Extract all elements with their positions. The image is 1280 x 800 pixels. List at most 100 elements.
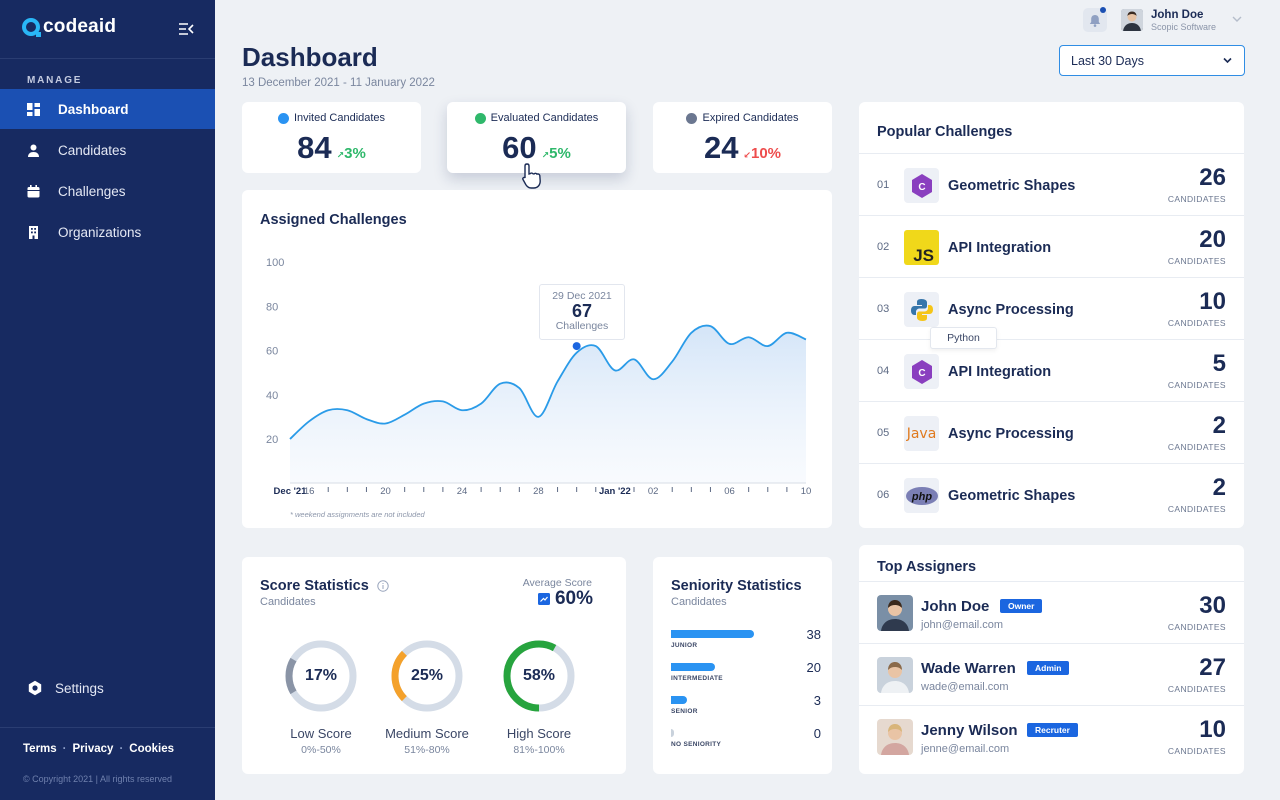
- challenge-row[interactable]: 01 C Geometric Shapes 26 CANDIDATES: [859, 153, 1244, 215]
- date-range: 13 December 2021 - 11 January 2022: [242, 77, 435, 89]
- stat-label: Invited Candidates: [293, 112, 386, 124]
- javascript-logo-icon: JS: [904, 230, 939, 265]
- seniority-value: 0: [813, 726, 821, 741]
- cookies-link[interactable]: Cookies: [129, 743, 175, 755]
- challenge-rank: 04: [877, 365, 890, 377]
- card-subtitle: Candidates: [671, 596, 727, 608]
- mail-icon: [277, 112, 289, 124]
- challenge-count: 10: [1199, 288, 1226, 315]
- trend-down-icon: ↙: [743, 150, 751, 160]
- challenge-name[interactable]: Geometric Shapes: [948, 178, 1076, 194]
- ring-range: 51%-80%: [404, 744, 450, 756]
- score-ring[interactable]: 58%: [503, 640, 575, 712]
- challenge-name[interactable]: Async Processing: [948, 426, 1074, 442]
- bell-icon: [1089, 14, 1101, 27]
- challenge-row[interactable]: 02 JS API Integration 20 CANDIDATES: [859, 215, 1244, 277]
- notifications-button[interactable]: [1083, 7, 1107, 32]
- assigner-name[interactable]: John Doe: [921, 598, 990, 615]
- chevron-down-icon[interactable]: [1232, 15, 1242, 23]
- invited-candidates-card[interactable]: Invited Candidates 84 ↗3%: [242, 102, 421, 173]
- ring-percentage: 58%: [522, 667, 556, 684]
- score-ring[interactable]: 17%: [285, 640, 357, 712]
- period-select-value: Last 30 Days: [1071, 53, 1144, 68]
- x-tick-label: 16: [304, 486, 315, 497]
- assigner-count-unit: CANDIDATES: [1167, 746, 1226, 756]
- card-title: Seniority Statistics: [671, 578, 802, 594]
- collapse-sidebar-icon[interactable]: [178, 22, 194, 36]
- assigner-name[interactable]: Jenny Wilson: [921, 722, 1018, 739]
- challenge-count: 2: [1212, 474, 1226, 501]
- ring-label: High Score: [506, 726, 572, 741]
- stat-value: 60: [502, 130, 537, 165]
- tooltip-date: 29 Dec 2021: [552, 290, 612, 302]
- challenge-name[interactable]: Async Processing: [948, 302, 1074, 318]
- challenge-row[interactable]: 03 Async Processing 10 CANDIDATES: [859, 277, 1244, 339]
- python-tooltip: Python: [930, 327, 997, 349]
- stat-change: ↗3%: [336, 145, 366, 162]
- challenge-rank: 06: [877, 489, 890, 501]
- challenge-row[interactable]: 06 php Geometric Shapes 2 CANDIDATES: [859, 463, 1244, 525]
- challenge-row[interactable]: 05 Java Async Processing 2 CANDIDATES: [859, 401, 1244, 463]
- score-ring[interactable]: 25%: [391, 640, 463, 712]
- average-score-value: 60%: [554, 588, 593, 609]
- y-tick-label: 40: [266, 390, 278, 402]
- ring-percentage: 25%: [410, 667, 444, 684]
- terms-link[interactable]: Terms: [23, 743, 57, 755]
- x-tick-label: 24: [457, 486, 468, 497]
- sidebar-item-label: Dashboard: [58, 101, 129, 117]
- sidebar-item-organizations[interactable]: Organizations: [0, 212, 215, 252]
- challenge-count: 26: [1199, 164, 1226, 191]
- seniority-label: INTERMEDIATE: [671, 675, 723, 682]
- challenge-row[interactable]: 04 C API Integration 5 CANDIDATES: [859, 339, 1244, 401]
- notification-badge: [1100, 7, 1106, 13]
- ring-range: 81%-100%: [513, 744, 565, 756]
- seniority-bar: [671, 663, 715, 671]
- user-avatar[interactable]: [1121, 9, 1143, 31]
- avatar: [877, 657, 913, 693]
- sidebar-item-candidates[interactable]: Candidates: [0, 130, 215, 170]
- info-icon[interactable]: [377, 580, 389, 592]
- ring-progress: [285, 640, 357, 712]
- challenge-count-unit: CANDIDATES: [1167, 380, 1226, 390]
- assigner-name[interactable]: Wade Warren: [921, 660, 1016, 677]
- seniority-row[interactable]: NO SENIORITY 0: [671, 726, 821, 759]
- challenge-name[interactable]: API Integration: [948, 364, 1052, 380]
- seniority-row[interactable]: INTERMEDIATE 20: [671, 660, 821, 693]
- tooltip-unit: Challenges: [555, 320, 609, 332]
- codeaid-logo[interactable]: codeaid: [22, 16, 116, 38]
- assigner-count: 27: [1199, 654, 1226, 681]
- user-name[interactable]: John Doe: [1151, 9, 1204, 21]
- trend-up-icon: ↗: [541, 150, 550, 160]
- page-title: Dashboard: [242, 42, 378, 72]
- privacy-link[interactable]: Privacy: [72, 743, 114, 755]
- challenge-name[interactable]: API Integration: [948, 240, 1052, 256]
- assigner-row[interactable]: Jenny Wilson Recruter jenne@email.com 10 CAN…: [859, 705, 1244, 767]
- evaluated-candidates-card[interactable]: Evaluated Candidates 60 ↗5%: [447, 102, 626, 189]
- ring-progress: [503, 640, 575, 712]
- assigner-row[interactable]: Wade Warren Admin wade@email.com 27 CANDIDAT…: [859, 643, 1244, 705]
- card-subtitle: Candidates: [260, 596, 316, 608]
- popular-challenges-card: Popular Challenges 01 C Geometric Shapes 26…: [859, 102, 1244, 528]
- seniority-row[interactable]: JUNIOR 38: [671, 627, 821, 660]
- assigner-row[interactable]: John Doe Owner john@email.com 30 CANDIDATES: [859, 581, 1244, 643]
- expired-candidates-card[interactable]: Expired Candidates 24 ↙10%: [653, 102, 832, 173]
- card-title: Score Statistics: [260, 578, 369, 594]
- avatar-photo: [1121, 9, 1143, 31]
- challenge-name[interactable]: Geometric Shapes: [948, 488, 1076, 504]
- seniority-value: 38: [806, 627, 821, 642]
- user-company: Scopic Software: [1151, 22, 1217, 32]
- hand-pointer-icon: [522, 163, 541, 189]
- sidebar-item-dashboard[interactable]: Dashboard: [0, 89, 215, 129]
- period-select[interactable]: Last 30 Days: [1059, 45, 1245, 76]
- svg-text:C: C: [918, 182, 925, 193]
- seniority-row[interactable]: SENIOR 3: [671, 693, 821, 726]
- card-title: Assigned Challenges: [260, 212, 407, 228]
- sidebar-item-settings[interactable]: Settings: [27, 680, 104, 696]
- csharp-logo-icon: C: [904, 354, 939, 389]
- score-statistics-card: Score Statistics Candidates Average Scor…: [242, 557, 626, 774]
- trend-icon: [537, 593, 550, 605]
- sidebar-item-challenges[interactable]: Challenges: [0, 171, 215, 211]
- sidebar-divider: [0, 58, 215, 59]
- x-tick-label: Jan '22: [599, 486, 631, 497]
